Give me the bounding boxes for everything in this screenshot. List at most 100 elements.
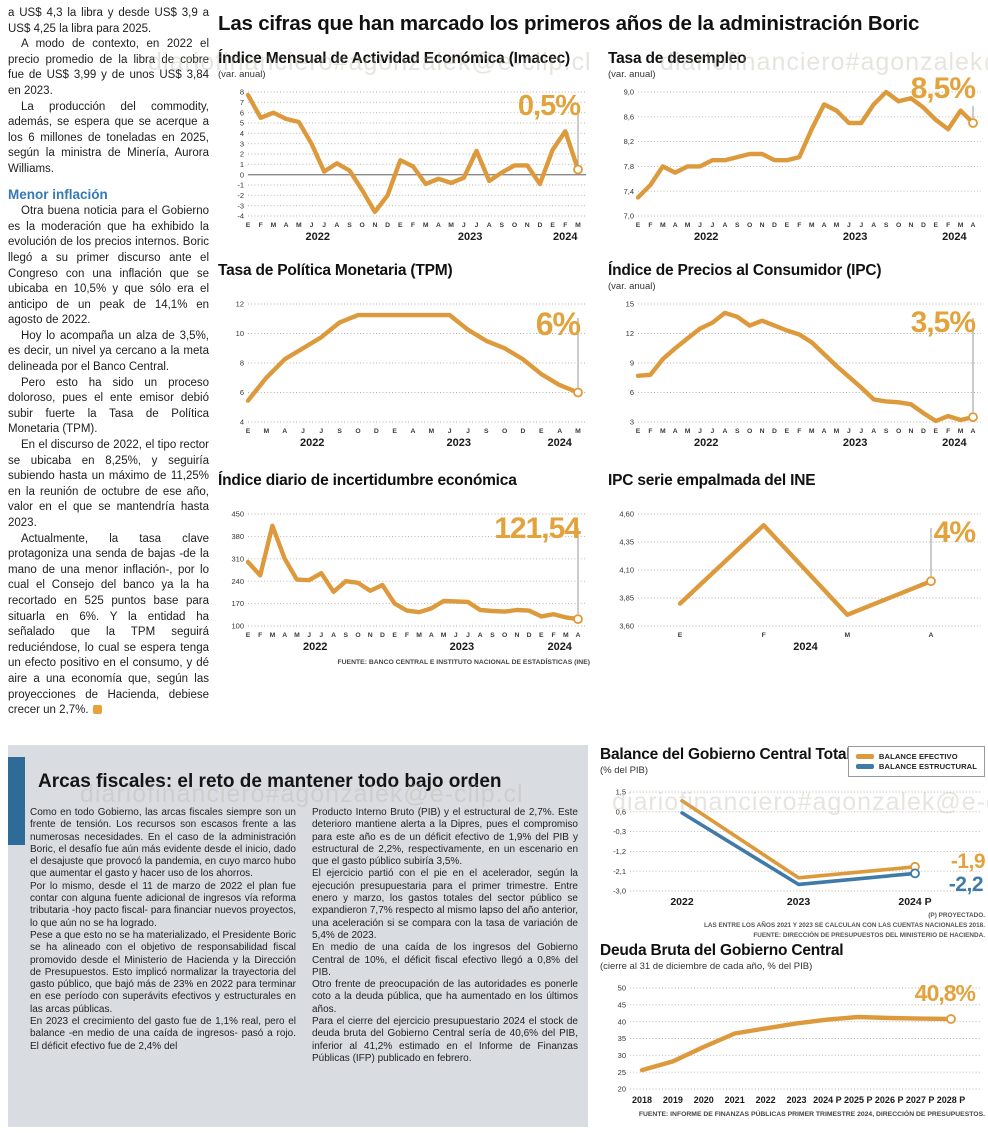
svg-text:A: A [284,222,289,229]
chart-plot: 450 380 310 240 170 100 E F M A M J J A S O N D E F M A M J J A S O… [218,507,590,657]
chart-footnote: FUENTE: DIRECCIÓN DE PRESUPUESTOS DEL MI… [753,931,985,939]
svg-text:A: A [557,428,562,435]
chart-headline: 40,8% [914,980,976,1006]
svg-text:N: N [909,428,914,435]
svg-text:D: D [521,428,526,435]
svg-text:F: F [552,632,556,639]
svg-text:S: S [344,632,349,639]
article-paragraph: Actualmente, la tasa clave protagoniza u… [8,532,209,714]
fiscal-box: Arcas fiscales: el reto de mantener todo… [8,745,588,1127]
svg-text:E: E [550,222,555,229]
svg-text:E: E [636,428,641,435]
svg-text:12: 12 [626,329,634,338]
svg-text:J: J [322,222,326,229]
box-paragraph: Para el cierre del ejercicio presupuesta… [312,1016,578,1064]
svg-text:J: J [847,428,851,435]
chart-plot: 12 10 8 6 4 E M A J J S O D E A M J J S O D E A M 2022 2023 2024 [218,297,590,453]
svg-text:20: 20 [618,1085,626,1094]
svg-text:25: 25 [618,1068,626,1077]
svg-text:D: D [772,428,777,435]
svg-text:J: J [698,428,702,435]
svg-text:M: M [844,632,850,639]
article-paragraph: La producción del commodity, además, se … [8,100,209,175]
svg-text:M: M [441,632,447,639]
svg-text:0: 0 [240,170,244,179]
chart-plot: 8 7 6 5 4 3 2 1 0 -1 -2 -3 -4 E F M A M J J A S O N D E F M A M J J A S O N… [218,85,590,247]
svg-text:S: S [337,428,342,435]
svg-text:S: S [735,428,740,435]
svg-text:J: J [711,428,715,435]
chart-subtitle [218,281,590,295]
svg-text:7,4: 7,4 [624,187,634,196]
chart-headline: 4% [933,516,976,549]
chart-title: Tasa de desempleo [608,50,747,67]
svg-text:E: E [678,632,683,639]
svg-text:F: F [411,222,415,229]
svg-text:M: M [270,632,276,639]
svg-text:M: M [563,632,569,639]
svg-text:O: O [355,632,360,639]
svg-text:A: A [871,428,876,435]
chart-headline: 3,5% [910,306,976,339]
svg-text:S: S [884,428,889,435]
chart-plot: 50 45 40 35 30 25 20 2018 2019 2020 2021 2022 2023 20… [600,981,985,1109]
svg-text:J: J [448,428,452,435]
page-title: Las cifras que han marcado los primeros … [218,12,920,35]
svg-text:A: A [971,428,976,435]
svg-text:310: 310 [231,554,244,563]
chart-tpm: Tasa de Política Monetaria (TPM) 6% 12 10… [218,262,590,453]
svg-text:J: J [466,428,470,435]
chart-title: Tasa de Política Monetaria (TPM) [218,262,453,279]
svg-text:J: J [310,222,314,229]
svg-text:A: A [722,428,727,435]
svg-text:J: J [711,222,715,229]
svg-text:100: 100 [231,622,244,631]
svg-text:E: E [785,222,790,229]
svg-text:S: S [735,222,740,229]
svg-text:O: O [355,428,360,435]
svg-text:A: A [487,222,492,229]
svg-text:F: F [648,222,652,229]
svg-text:M: M [423,222,429,229]
chart-subtitle: (cierre al 31 de diciembre de cada año, … [600,961,813,972]
svg-text:O: O [502,632,507,639]
svg-text:3: 3 [630,418,634,427]
svg-text:F: F [259,222,263,229]
svg-text:J: J [307,632,311,639]
legend-label: BALANCE EFECTIVO [878,752,958,761]
svg-text:M: M [958,428,964,435]
svg-text:10: 10 [236,329,244,338]
svg-text:E: E [246,428,251,435]
svg-text:S: S [500,222,505,229]
svg-text:J: J [454,632,458,639]
chart-plot: 15 12 9 6 3 E F M A M J J A S O N D E F M A M J J A S O N D E F M A 2022 2… [608,297,985,453]
svg-text:A: A [871,222,876,229]
chart-subtitle [608,491,985,505]
svg-text:A: A [971,222,976,229]
svg-text:J: J [301,428,305,435]
svg-text:8: 8 [240,88,244,97]
chart-title: Índice Mensual de Actividad Económica (I… [218,50,571,67]
chart-ipc-ine: IPC serie empalmada del INE 4% 4,60 4,35 4… [608,472,985,657]
svg-text:2024: 2024 [942,437,967,449]
legend-item: BALANCE EFECTIVO [855,752,977,761]
svg-text:0,6: 0,6 [616,807,626,816]
svg-text:O: O [512,222,517,229]
svg-text:3: 3 [240,139,244,148]
fiscal-box-column: Producto Interno Bruto (PIB) y el estruc… [312,807,578,1065]
article-paragraph: En el discurso de 2022, el tipo rector s… [8,439,209,529]
svg-text:M: M [958,222,964,229]
svg-text:F: F [405,632,409,639]
svg-text:E: E [636,222,641,229]
svg-text:2024 P: 2024 P [898,896,931,908]
svg-text:2022: 2022 [303,641,327,653]
svg-text:S: S [490,632,495,639]
svg-text:M: M [416,632,422,639]
svg-text:2020: 2020 [694,1095,714,1105]
svg-text:J: J [698,222,702,229]
legend: BALANCE EFECTIVO BALANCE ESTRUCTURAL [847,746,985,777]
svg-text:M: M [296,222,302,229]
